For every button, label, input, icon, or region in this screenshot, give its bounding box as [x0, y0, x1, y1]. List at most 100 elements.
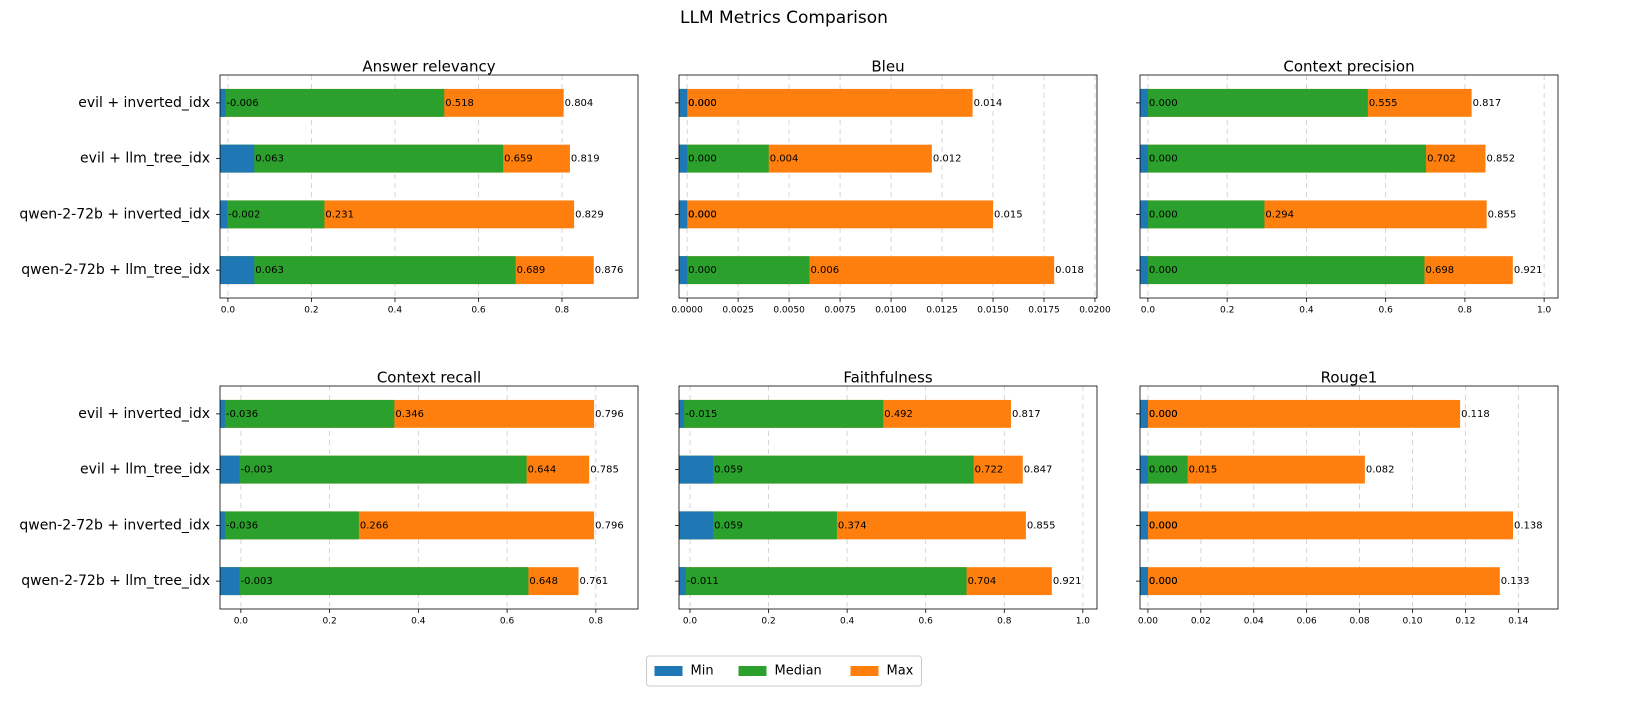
bar [679, 256, 688, 285]
chart-title: LLM Metrics Comparison [680, 8, 888, 28]
x-tick-label: 0.2 [304, 306, 318, 316]
bar [679, 144, 688, 173]
bar [220, 511, 225, 540]
value-label: -0.036 [226, 409, 258, 420]
x-tick-label: 1.0 [1076, 617, 1091, 627]
value-label: 0.000 [1149, 98, 1178, 109]
value-label: 0.266 [360, 520, 389, 531]
value-label: 0.012 [933, 154, 962, 165]
bar [1140, 88, 1368, 117]
value-label: 0.006 [810, 265, 839, 276]
value-label: 0.000 [1149, 576, 1178, 587]
value-label: 0.000 [688, 209, 717, 220]
bar [679, 567, 686, 596]
bar [220, 88, 226, 117]
value-label: 0.000 [1149, 209, 1178, 220]
x-tick-label: 0.0175 [1028, 306, 1060, 316]
value-label: 0.648 [529, 576, 558, 587]
x-tick-label: 0.0075 [824, 306, 856, 316]
bar [220, 567, 529, 596]
value-label: 0.004 [770, 154, 799, 165]
bar [220, 256, 516, 285]
value-label: 0.000 [1149, 409, 1178, 420]
bar [1140, 256, 1425, 285]
legend-label: Max [887, 664, 914, 679]
x-tick-label: 0.8 [997, 617, 1012, 627]
bar [1140, 567, 1148, 596]
panel-title: Answer relevancy [362, 58, 495, 76]
value-label: 0.000 [688, 98, 717, 109]
x-tick-label: 0.02 [1191, 617, 1211, 627]
value-label: 0.855 [1027, 520, 1056, 531]
value-label: 0.796 [595, 520, 624, 531]
value-label: -0.003 [241, 576, 273, 587]
x-tick-label: 0.6 [500, 617, 515, 627]
panel: Bleu 0.0000 0.0025 0.0050 0.0075 0.0100 0.0125… [671, 58, 1111, 316]
bar [1140, 200, 1148, 229]
x-tick-label: 0.6 [919, 617, 934, 627]
legend-label: Median [775, 664, 822, 679]
bar [220, 455, 527, 484]
x-tick-label: 0.04 [1244, 617, 1264, 627]
value-label: 0.689 [517, 265, 546, 276]
bar [679, 511, 714, 540]
bar [679, 256, 810, 285]
x-tick-label: 0.06 [1297, 617, 1317, 627]
x-tick-label: 0.8 [589, 617, 604, 627]
value-label: 0.000 [1149, 409, 1178, 420]
legend-swatch [654, 666, 683, 676]
value-label: 0.785 [590, 465, 619, 476]
bar [679, 399, 685, 428]
bar [220, 256, 255, 285]
value-label: 0.059 [714, 465, 743, 476]
axes-frame [219, 74, 639, 299]
bar [1140, 399, 1148, 428]
x-tick-label: 0.0100 [875, 306, 907, 316]
value-label: 0.063 [255, 265, 284, 276]
bar [220, 399, 225, 428]
panel: Faithfulness 0.0 0.2 0.4 0.6 0.8 1.0 0.817 0.847… [675, 369, 1098, 627]
bar [1140, 144, 1427, 173]
bar [679, 567, 967, 596]
x-tick-label: 0.0 [221, 306, 236, 316]
value-label: 0.698 [1425, 265, 1454, 276]
y-tick-label: evil + inverted_idx [78, 406, 210, 422]
panel-title: Faithfulness [843, 369, 933, 387]
bar [220, 88, 445, 117]
value-label: 0.704 [968, 576, 997, 587]
x-tick-label: 0.4 [388, 306, 403, 316]
value-label: 0.796 [595, 409, 624, 420]
bar [679, 88, 973, 117]
y-tick-label: qwen-2-72b + llm_tree_idx [21, 573, 210, 589]
y-tick-label: evil + llm_tree_idx [80, 462, 210, 478]
axes-frame [678, 74, 1098, 299]
value-label: 0.659 [504, 154, 533, 165]
legend-swatch [738, 666, 767, 676]
panel-title: Bleu [871, 58, 904, 76]
x-tick-label: 0.8 [1458, 306, 1473, 316]
value-label: 0.722 [975, 465, 1004, 476]
x-tick-label: 0.0150 [977, 306, 1009, 316]
value-label: 0.817 [1012, 409, 1041, 420]
x-tick-label: 0.4 [1299, 306, 1314, 316]
value-label: 0.346 [395, 409, 424, 420]
bar [220, 567, 240, 596]
value-label: 0.000 [1149, 265, 1178, 276]
x-tick-label: 0.0 [683, 617, 698, 627]
x-tick-label: 0.0 [1141, 306, 1156, 316]
panel-title: Context recall [377, 369, 481, 387]
bar [1140, 88, 1148, 117]
value-label: 0.059 [714, 520, 743, 531]
value-label: 0.231 [325, 209, 354, 220]
panel-title: Context precision [1283, 58, 1414, 76]
bar [679, 455, 974, 484]
bar [220, 144, 504, 173]
value-label: 0.063 [255, 154, 284, 165]
legend-frame [646, 655, 922, 687]
y-tick-label: qwen-2-72b + inverted_idx [19, 206, 210, 222]
x-tick-label: 1.0 [1537, 306, 1552, 316]
bar [1140, 399, 1461, 428]
value-label: 0.082 [1366, 465, 1395, 476]
x-tick-label: 0.0000 [671, 306, 703, 316]
axes-frame [219, 385, 639, 610]
